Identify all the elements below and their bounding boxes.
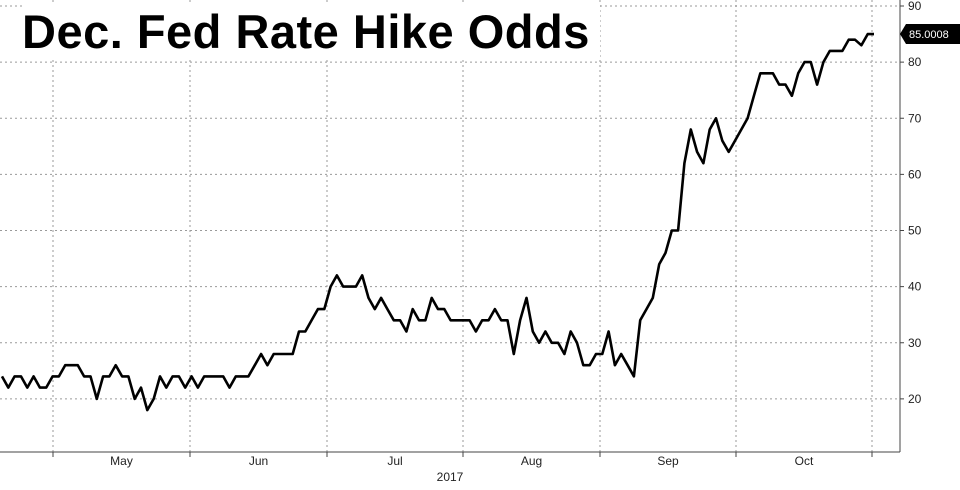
chart-title: Dec. Fed Rate Hike Odds — [22, 4, 600, 60]
y-tick-label-70: 70 — [908, 111, 922, 125]
x-tick-label-jun: Jun — [249, 454, 268, 468]
x-tick-label-oct: Oct — [795, 454, 814, 468]
x-tick-label-jul: Jul — [387, 454, 402, 468]
x-axis-year-label: 2017 — [437, 470, 464, 484]
last-value-box — [900, 24, 960, 45]
series-line — [0, 32, 874, 412]
y-tick-label-20: 20 — [908, 392, 922, 406]
x-tick-label-sep: Sep — [657, 454, 679, 468]
y-tick-label-50: 50 — [908, 224, 922, 238]
x-tick-label-aug: Aug — [521, 454, 542, 468]
y-tick-label-40: 40 — [908, 280, 922, 294]
x-tick-label-may: May — [110, 454, 133, 468]
y-tick-label-80: 80 — [908, 55, 922, 69]
y-tick-label-30: 30 — [908, 336, 922, 350]
last-value-label: 85.0008 — [909, 29, 949, 41]
axis-layer — [0, 0, 901, 453]
y-tick-label-60: 60 — [908, 167, 922, 181]
series-layer — [0, 32, 874, 412]
label-layer: 20 30 40 50 60 70 80 90 May Jun Jul Aug Sep Oct 2017 85… — [52, 0, 960, 484]
y-tick-label-90: 90 — [908, 0, 922, 13]
grid-layer — [0, 0, 900, 452]
